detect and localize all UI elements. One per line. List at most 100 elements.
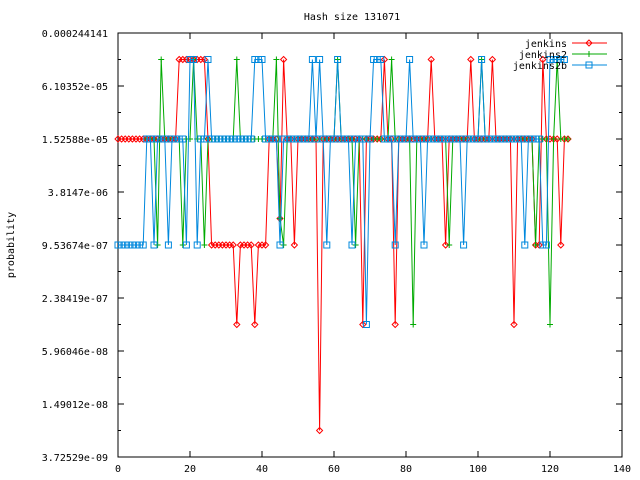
- data-point-jenkins2b: [420, 241, 428, 249]
- data-point-jenkins2b: [190, 56, 198, 64]
- data-point-jenkins2: [388, 56, 395, 63]
- x-tick-label: 0: [115, 464, 121, 475]
- y-tick-label: 1.52588e-05: [42, 135, 108, 146]
- data-point-jenkins2b: [478, 56, 486, 64]
- x-tick-label: 140: [613, 464, 631, 475]
- data-point-jenkins2: [352, 242, 359, 248]
- legend-label-jenkins: jenkins: [525, 39, 567, 50]
- data-point-jenkins2b: [474, 135, 482, 143]
- data-point-jenkins2b: [179, 135, 187, 143]
- data-point-jenkins: [467, 55, 475, 64]
- data-point-jenkins2b: [136, 241, 144, 249]
- data-point-jenkins: [279, 55, 288, 64]
- series-layer: [114, 55, 572, 435]
- data-point-jenkins2b: [222, 135, 230, 143]
- data-point-jenkins: [427, 55, 435, 64]
- data-point-jenkins: [200, 55, 209, 64]
- data-point-jenkins: [391, 320, 399, 329]
- data-point-jenkins2: [151, 136, 157, 142]
- data-point-jenkins2b: [514, 135, 522, 143]
- data-point-jenkins2b: [391, 241, 399, 249]
- data-point-jenkins2b: [193, 241, 201, 249]
- data-point-jenkins2b: [416, 135, 424, 143]
- data-point-jenkins2b: [204, 56, 212, 64]
- data-point-jenkins2b: [197, 135, 205, 143]
- data-point-jenkins2b: [161, 135, 169, 143]
- data-point-jenkins2b: [384, 135, 392, 143]
- series-jenkins2: [143, 56, 571, 328]
- data-point-jenkins2b: [550, 56, 558, 64]
- data-point-jenkins: [229, 241, 237, 249]
- data-point-jenkins2b: [452, 135, 460, 143]
- data-point-jenkins2b: [287, 135, 295, 143]
- data-point-jenkins2b: [467, 135, 475, 143]
- data-point-jenkins2: [547, 321, 553, 328]
- data-point-jenkins2b: [168, 135, 176, 143]
- data-point-jenkins2b: [157, 135, 165, 143]
- data-point-jenkins2b: [359, 135, 367, 143]
- data-point-jenkins2b: [427, 135, 435, 143]
- data-point-jenkins2b: [438, 135, 446, 143]
- data-point-jenkins: [359, 320, 367, 329]
- data-point-jenkins2b: [460, 241, 468, 249]
- series-jenkins2b: [114, 56, 568, 329]
- data-point-jenkins2b: [150, 241, 158, 249]
- data-point-jenkins2b: [542, 241, 550, 249]
- data-point-jenkins2b: [229, 135, 237, 143]
- data-point-jenkins2b: [481, 135, 489, 143]
- axes: 0 20 40 60 80 100 120 140 0.000244141 6.10352e-05…: [42, 29, 631, 475]
- data-point-jenkins: [290, 241, 299, 249]
- data-point-jenkins2b: [348, 241, 356, 249]
- data-point-jenkins2b: [272, 135, 280, 143]
- data-point-jenkins2b: [175, 135, 183, 143]
- data-point-jenkins2b: [496, 135, 504, 143]
- data-point-jenkins2b: [528, 135, 536, 143]
- data-point-jenkins2b: [402, 135, 410, 143]
- data-point-jenkins2b: [557, 56, 565, 64]
- data-point-jenkins2b: [506, 135, 514, 143]
- data-point-jenkins: [535, 241, 543, 249]
- data-point-jenkins2b: [258, 56, 266, 64]
- data-point-jenkins: [510, 320, 518, 329]
- data-point-jenkins2b: [323, 241, 331, 249]
- data-point-jenkins2b: [305, 135, 313, 143]
- chart-title: Hash size 131071: [304, 12, 400, 23]
- data-point-jenkins: [380, 55, 389, 64]
- data-point-jenkins2b: [283, 135, 291, 143]
- data-point-jenkins2b: [449, 135, 457, 143]
- data-point-jenkins2b: [388, 135, 396, 143]
- data-point-jenkins2b: [546, 56, 554, 64]
- data-point-jenkins2b: [398, 135, 406, 143]
- data-point-jenkins2: [154, 242, 161, 248]
- data-point-jenkins2b: [409, 135, 417, 143]
- data-point-jenkins2b: [236, 135, 244, 143]
- data-point-jenkins2b: [355, 135, 363, 143]
- legend-label-jenkins2b: jenkins2b: [513, 61, 567, 72]
- data-point-jenkins2b: [118, 241, 126, 249]
- data-point-jenkins2: [349, 136, 355, 142]
- data-point-jenkins2b: [344, 135, 352, 143]
- data-point-jenkins: [553, 135, 561, 143]
- data-point-jenkins2b: [254, 56, 262, 64]
- y-tick-label: 9.53674e-07: [42, 241, 108, 252]
- data-point-jenkins2: [158, 56, 165, 63]
- data-point-jenkins: [233, 320, 241, 329]
- data-point-jenkins2b: [186, 56, 194, 64]
- y-tick-label: 3.8147e-06: [48, 188, 108, 199]
- data-point-jenkins2b: [517, 135, 525, 143]
- legend-label-jenkins2: jenkins2: [519, 50, 567, 61]
- x-tick-label: 20: [184, 464, 196, 475]
- x-tick-label: 120: [541, 464, 559, 475]
- data-point-jenkins2b: [301, 135, 309, 143]
- data-point-jenkins2b: [121, 241, 129, 249]
- y-tick-label: 3.72529e-09: [42, 453, 108, 464]
- data-point-jenkins2b: [362, 321, 370, 329]
- series-line-jenkins2b: [118, 59, 565, 325]
- y-tick-label: 6.10352e-05: [42, 82, 108, 93]
- legend-marker-jenkins2b: [585, 61, 593, 69]
- data-point-jenkins: [247, 241, 255, 249]
- data-point-jenkins2b: [251, 56, 259, 64]
- data-point-jenkins2b: [244, 135, 252, 143]
- data-point-jenkins: [441, 241, 450, 249]
